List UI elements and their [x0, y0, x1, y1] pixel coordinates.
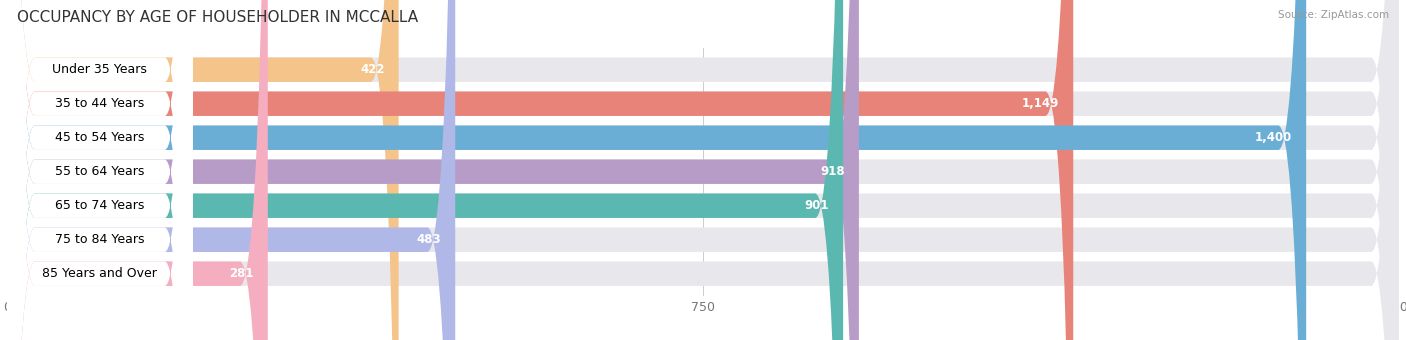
FancyBboxPatch shape — [7, 0, 193, 340]
FancyBboxPatch shape — [7, 0, 1399, 340]
Text: 65 to 74 Years: 65 to 74 Years — [55, 199, 145, 212]
FancyBboxPatch shape — [7, 0, 1399, 340]
FancyBboxPatch shape — [7, 0, 859, 340]
Text: 35 to 44 Years: 35 to 44 Years — [55, 97, 145, 110]
Text: 85 Years and Over: 85 Years and Over — [42, 267, 157, 280]
Text: 45 to 54 Years: 45 to 54 Years — [55, 131, 145, 144]
FancyBboxPatch shape — [7, 0, 1306, 340]
Text: 1,400: 1,400 — [1256, 131, 1292, 144]
FancyBboxPatch shape — [7, 0, 267, 340]
FancyBboxPatch shape — [7, 0, 1399, 340]
Text: 281: 281 — [229, 267, 254, 280]
FancyBboxPatch shape — [7, 0, 193, 340]
FancyBboxPatch shape — [7, 0, 1399, 340]
FancyBboxPatch shape — [7, 0, 844, 340]
Text: 901: 901 — [804, 199, 830, 212]
FancyBboxPatch shape — [7, 0, 456, 340]
Text: OCCUPANCY BY AGE OF HOUSEHOLDER IN MCCALLA: OCCUPANCY BY AGE OF HOUSEHOLDER IN MCCAL… — [17, 10, 418, 25]
Text: Under 35 Years: Under 35 Years — [52, 63, 148, 76]
FancyBboxPatch shape — [7, 0, 193, 340]
Text: 483: 483 — [416, 233, 441, 246]
FancyBboxPatch shape — [7, 0, 193, 340]
Text: Source: ZipAtlas.com: Source: ZipAtlas.com — [1278, 10, 1389, 20]
Text: 422: 422 — [360, 63, 385, 76]
FancyBboxPatch shape — [7, 0, 1399, 340]
Text: 1,149: 1,149 — [1022, 97, 1059, 110]
FancyBboxPatch shape — [7, 0, 1399, 340]
FancyBboxPatch shape — [7, 0, 193, 340]
FancyBboxPatch shape — [7, 0, 193, 340]
FancyBboxPatch shape — [7, 0, 193, 340]
FancyBboxPatch shape — [7, 0, 399, 340]
Text: 75 to 84 Years: 75 to 84 Years — [55, 233, 145, 246]
Text: 918: 918 — [820, 165, 845, 178]
FancyBboxPatch shape — [7, 0, 1399, 340]
FancyBboxPatch shape — [7, 0, 1073, 340]
Text: 55 to 64 Years: 55 to 64 Years — [55, 165, 145, 178]
